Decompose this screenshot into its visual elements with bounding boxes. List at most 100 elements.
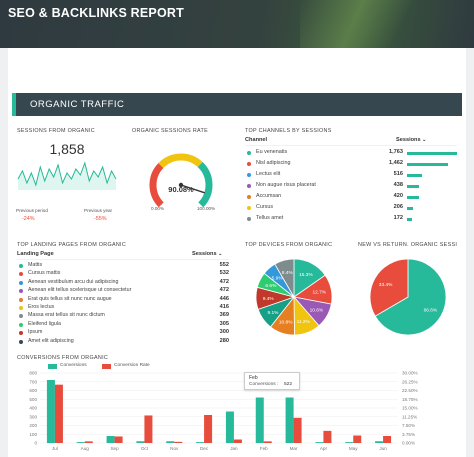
landing-rows: Mattis 552 Cursus mattis 532 Aenean vestibul… bbox=[19, 262, 234, 346]
sort-chevron-icon: ⌄ bbox=[218, 251, 223, 257]
devices-slice-label: 6.6% bbox=[265, 283, 277, 289]
conversions-card: CONVERSIONS FROM ORGANIC Conversions Con… bbox=[12, 351, 462, 455]
landing-dot bbox=[19, 264, 23, 268]
legend-conversions-swatch bbox=[48, 364, 57, 369]
y-tick-right: 7.50% bbox=[402, 423, 415, 428]
y-tick-left: 500 bbox=[29, 397, 37, 402]
y-tick-left: 400 bbox=[29, 406, 37, 411]
landing-value: 416 bbox=[219, 304, 229, 310]
conversions-bar bbox=[76, 442, 85, 443]
landing-dot bbox=[19, 272, 23, 277]
gauge-green-zone bbox=[197, 162, 213, 208]
y-tick-right: 26.25% bbox=[402, 379, 418, 384]
sparkline-area bbox=[18, 163, 116, 190]
sort-chevron-icon: ⌄ bbox=[422, 137, 427, 143]
devices-slice-label: 10.8% bbox=[279, 319, 293, 325]
landing-row: Mattis 552 bbox=[19, 262, 231, 270]
y-tick-right: 3.75% bbox=[402, 432, 415, 437]
channel-label: Tellus amet bbox=[256, 215, 284, 221]
landing-header-divider bbox=[17, 259, 229, 260]
channel-value: 1,462 bbox=[389, 160, 403, 166]
y-tick-right: 0.00% bbox=[402, 441, 415, 446]
x-tick-label: Apr bbox=[320, 446, 328, 451]
tooltip-month: Feb bbox=[249, 375, 258, 381]
new-return-card-title: NEW VS RETURN. ORGANIC SESSI bbox=[358, 242, 458, 248]
sessions-card-title: SESSIONS FROM ORGANIC bbox=[17, 128, 95, 134]
conversions-bar bbox=[106, 436, 115, 443]
rate-card-title: ORGANIC SESSIONS RATE bbox=[132, 128, 208, 134]
conversions-bar bbox=[136, 441, 145, 443]
sessions-sparkline bbox=[17, 161, 117, 190]
landing-value: 369 bbox=[219, 312, 229, 319]
conversion-rate-bar bbox=[204, 415, 213, 443]
conversions-bar bbox=[46, 380, 55, 443]
gauge-red-zone bbox=[149, 163, 164, 208]
devices-slice-label: 15.3% bbox=[299, 272, 313, 278]
channel-row: Cursus 206 bbox=[247, 204, 465, 213]
landing-value: 472 bbox=[219, 278, 229, 285]
prev-year-label: Previous year bbox=[84, 208, 113, 213]
prev-period-change: -24% bbox=[22, 216, 35, 222]
channel-value: 438 bbox=[393, 182, 403, 188]
y-tick-right: 15.00% bbox=[402, 406, 418, 411]
landing-row: Massa erat tellus sit nunc dictum 369 bbox=[19, 312, 231, 320]
landing-dot bbox=[19, 339, 23, 344]
channels-card: TOP CHANNELS BY SESSIONS Channel Session… bbox=[240, 123, 462, 231]
y-tick-right: 11.25% bbox=[402, 414, 417, 419]
channels-col-channel: Channel bbox=[245, 137, 268, 143]
new-return-pie-chart: 66.6% 33.4% bbox=[369, 258, 447, 336]
x-tick-label: Oct bbox=[141, 446, 149, 451]
devices-slice-label: 9.4% bbox=[263, 296, 275, 302]
gauge-needle-hub bbox=[178, 182, 184, 188]
landing-label: Aenean elit tellus scelerisque ut consec… bbox=[28, 287, 132, 294]
conversions-bar bbox=[375, 441, 384, 443]
channels-col-sessions-label: Sessions bbox=[396, 137, 421, 143]
landing-dot bbox=[19, 280, 23, 285]
channel-label: Non augue risus placerat bbox=[256, 182, 316, 188]
tooltip-value: 522 bbox=[284, 382, 293, 387]
y-tick-left: 100 bbox=[29, 432, 37, 437]
landing-dot bbox=[19, 289, 23, 294]
y-tick-left: 0 bbox=[34, 441, 37, 446]
landing-label: Mattis bbox=[28, 262, 43, 268]
landing-col-sessions[interactable]: Sessions ⌄ bbox=[192, 251, 222, 257]
legend-conversions-label: Conversions bbox=[60, 363, 87, 368]
landing-label: Massa erat tellus sit nunc dictum bbox=[28, 312, 105, 319]
y-tick-left: 300 bbox=[29, 414, 37, 419]
landing-value: 446 bbox=[219, 295, 229, 302]
landing-row: Aenean elit tellus scelerisque ut consec… bbox=[19, 287, 231, 295]
channel-bar bbox=[407, 151, 457, 155]
channel-row: Non augue risus placerat 438 bbox=[247, 182, 465, 191]
new-return-slice-label: 66.6% bbox=[424, 308, 438, 314]
new-return-slice-label: 33.4% bbox=[379, 282, 393, 288]
prev-period-label: Previous period bbox=[16, 208, 48, 213]
landing-label: Erat quis tellus sit nunc nunc augue bbox=[28, 295, 112, 302]
channel-row: Accumsan 420 bbox=[247, 193, 465, 202]
devices-card-title: TOP DEVICES FROM ORGANIC bbox=[245, 242, 333, 248]
landing-value: 305 bbox=[219, 320, 229, 327]
y-tick-right: 18.75% bbox=[402, 397, 418, 402]
conversion-rate-bar bbox=[174, 441, 183, 443]
conversion-rate-bar bbox=[263, 441, 272, 443]
channel-dot bbox=[247, 206, 251, 210]
rate-card: ORGANIC SESSIONS RATE 90.08% 0.00% 100.0… bbox=[127, 123, 235, 231]
landing-label: Ipsum bbox=[28, 329, 43, 336]
channels-card-title: TOP CHANNELS BY SESSIONS bbox=[245, 128, 332, 134]
landing-value: 300 bbox=[219, 329, 229, 336]
devices-slice-label: 10.6% bbox=[310, 308, 324, 314]
landing-label: Aenean vestibulum arcu dui adipiscing bbox=[28, 278, 119, 285]
y-tick-right: 30.00% bbox=[402, 371, 418, 376]
channels-col-sessions[interactable]: Sessions ⌄ bbox=[396, 137, 426, 143]
y-tick-left: 700 bbox=[29, 379, 37, 384]
landing-value: 472 bbox=[219, 287, 229, 294]
x-tick-label: Jun bbox=[379, 446, 387, 451]
conversions-bar bbox=[196, 442, 205, 443]
conversions-bar-chart: 0 100 200 300 400 500 600 700 800 0.00% 3.75% 7.50%… bbox=[29, 371, 418, 451]
channel-bar bbox=[407, 173, 422, 177]
gauge-needle bbox=[180, 184, 205, 194]
landing-dot bbox=[19, 297, 23, 302]
x-tick-label: Nov bbox=[170, 446, 179, 451]
sessions-value: 1,858 bbox=[49, 141, 85, 157]
conversions-bar bbox=[315, 442, 324, 443]
channel-bar bbox=[407, 184, 420, 188]
